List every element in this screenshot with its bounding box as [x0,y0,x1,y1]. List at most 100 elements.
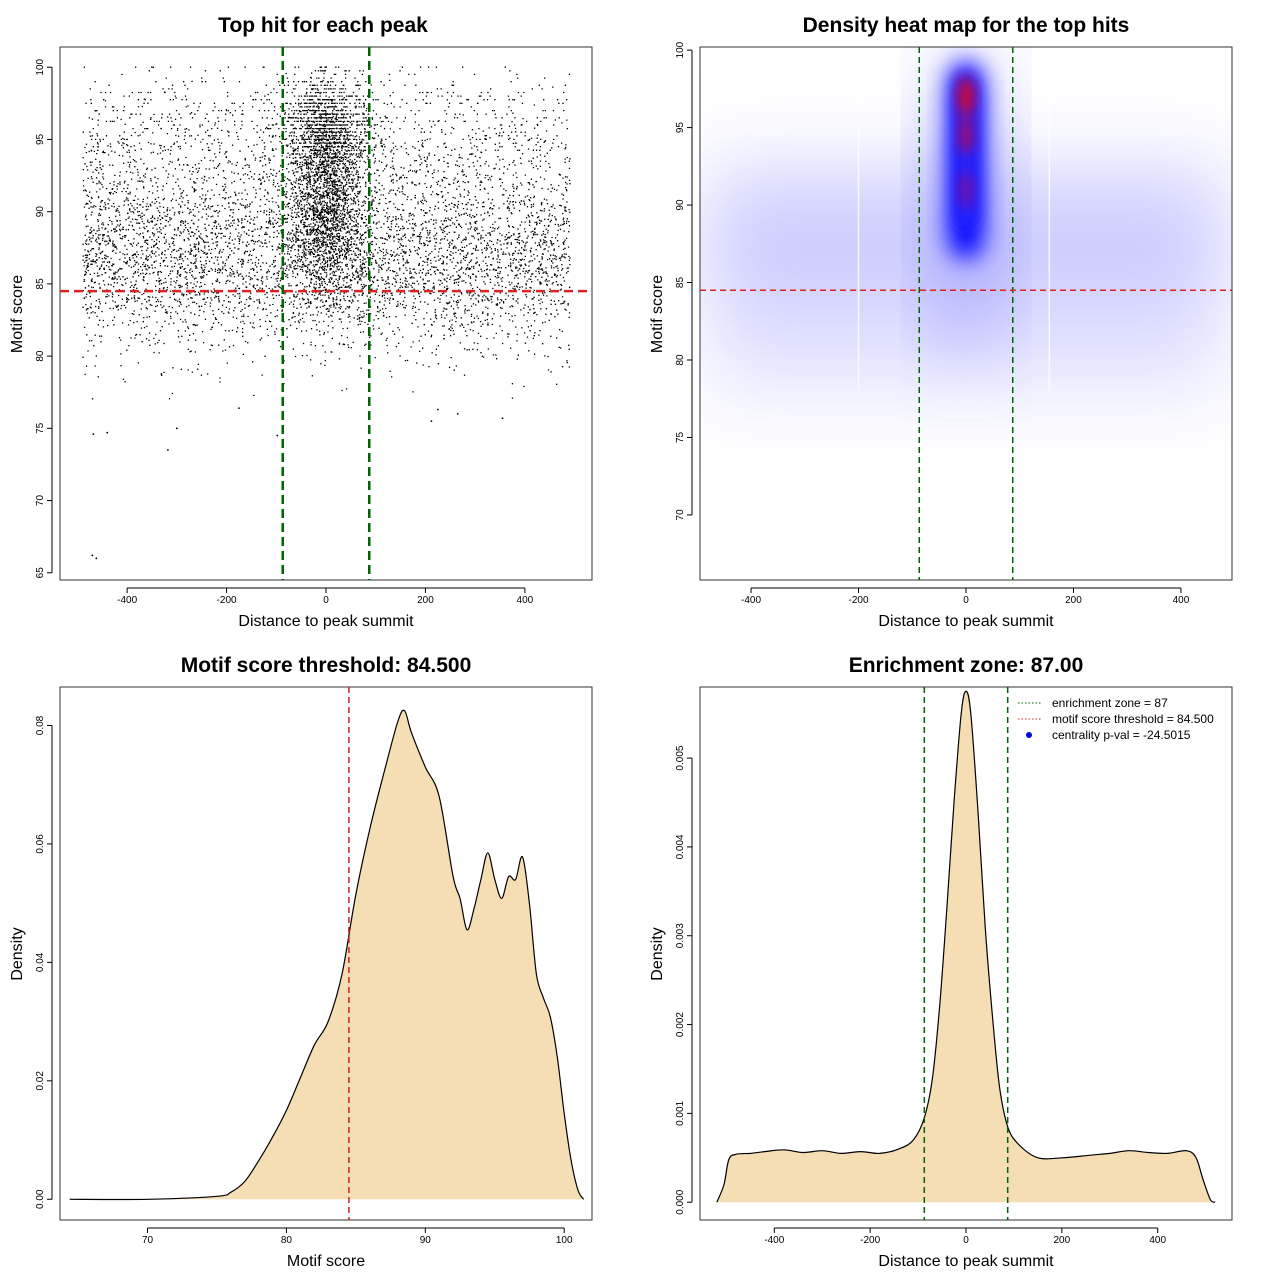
p4-ylabel: Density [649,927,666,980]
density-hotspot [960,170,972,209]
x-tick-label: 80 [281,1235,293,1246]
p3-plot-box [59,686,593,1221]
p2-title: Density heat map for the top hits [803,14,1130,37]
y-tick-label: 0.02 [35,1071,46,1091]
x-tick-label: -200 [217,595,237,606]
x-tick-label: -200 [860,1235,880,1246]
x-tick-label: 0 [963,1235,969,1246]
y-tick-label: 75 [675,431,686,443]
y-tick-label: 95 [675,122,686,134]
y-tick-label: 100 [675,41,686,58]
scatter-points [82,66,571,400]
y-tick-label: 80 [675,354,686,366]
p4-legend: enrichment zone = 87 motif score thresho… [1018,696,1214,742]
legend-pval-label: centrality p-val = -24.5015 [1052,728,1191,742]
y-tick-label: 0.001 [675,1100,686,1125]
outlier-point [175,427,178,430]
y-tick-label: 85 [35,278,46,290]
outlier-point [92,433,95,436]
outlier-point [276,434,279,437]
p1-points [82,66,571,560]
outlier-point [501,417,504,420]
x-tick-label: 400 [1173,595,1190,606]
density-area [716,691,1216,1203]
p1-plot-box [59,46,593,581]
y-tick-label: 0.002 [675,1012,686,1037]
x-tick-label: -400 [117,595,137,606]
y-tick-label: 85 [675,277,686,289]
density-hotspot [958,76,974,117]
outlier-point [106,431,109,434]
y-tick-label: 100 [35,58,46,75]
p1-xlabel: Distance to peak summit [238,613,414,630]
p3-title: Motif score threshold: 84.500 [181,654,472,677]
y-tick-label: 70 [35,495,46,507]
p2-axes: -400 -200 0 200 400 70 75 80 85 90 95 100 [675,41,1190,606]
legend-threshold-label: motif score threshold = 84.500 [1052,712,1214,726]
y-tick-label: 90 [35,206,46,218]
x-tick-label: -400 [741,595,761,606]
outlier-point [456,412,459,415]
x-tick-label: 200 [1054,1235,1071,1246]
density-area [69,710,584,1200]
x-tick-label: 90 [420,1235,432,1246]
outlier-point [436,408,439,411]
p3-ylabel: Density [9,927,26,980]
y-tick-label: 80 [35,350,46,362]
x-tick-label: -400 [764,1235,784,1246]
x-tick-label: 0 [323,595,329,606]
p2-density-field [708,50,1224,391]
outlier-point [91,554,94,557]
p1-ylabel: Motif score [9,275,26,353]
x-tick-label: -200 [849,595,869,606]
x-tick-label: 400 [1149,1235,1166,1246]
heatmap-panel: Density heat map for the top hits -400 -2… [649,14,1233,630]
p4-title: Enrichment zone: 87.00 [849,654,1084,677]
y-tick-label: 0.003 [675,923,686,948]
scatter-panel: Top hit for each peak -400 -200 0 200 400 65 7… [9,14,593,630]
p2-ylabel: Motif score [649,275,666,353]
x-tick-label: 0 [963,595,969,606]
p2-xlabel: Distance to peak summit [878,613,1054,630]
p4-plot-box [699,686,1233,1221]
y-tick-label: 0.000 [675,1189,686,1214]
p3-xlabel: Motif score [287,1253,365,1270]
density-line [69,709,585,1201]
y-tick-label: 75 [35,422,46,434]
x-tick-label: 200 [417,595,434,606]
density-hotspot [959,116,973,154]
y-tick-label: 0.08 [35,715,46,735]
outlier-point [95,557,98,560]
p3-density-curve [69,709,585,1201]
p2-plot-box [699,46,1233,581]
x-tick-label: 200 [1065,595,1082,606]
y-tick-label: 90 [675,199,686,211]
p2-reference-lines [700,47,1232,580]
y-tick-label: 0.004 [675,834,686,859]
p4-axes: -400 -200 0 200 400 0.000 0.001 0.002 0.003 0.004… [675,745,1166,1246]
y-tick-label: 0.04 [35,952,46,972]
score-density-panel: Motif score threshold: 84.500 70 80 90 100 0… [9,654,593,1270]
p1-title: Top hit for each peak [218,14,428,37]
outlier-point [238,407,240,410]
y-tick-label: 95 [35,133,46,145]
p4-xlabel: Distance to peak summit [878,1253,1054,1270]
x-tick-label: 100 [556,1235,573,1246]
p1-reference-lines [60,47,592,580]
y-tick-label: 0.005 [675,745,686,770]
legend-pval-point-icon [1026,732,1032,738]
y-tick-label: 70 [675,509,686,521]
outlier-point [166,449,169,451]
y-tick-label: 0.00 [35,1189,46,1209]
p4-reference-lines [923,687,1009,1220]
distance-density-panel: Enrichment zone: 87.00 -400 -200 0 200 400 0.… [649,654,1233,1270]
p4-density-curve [716,690,1216,1203]
x-tick-label: 400 [517,595,534,606]
y-tick-label: 65 [35,567,46,579]
outlier-point [430,420,433,423]
p3-axes: 70 80 90 100 0.00 0.02 0.04 0.06 0.08 [35,715,573,1246]
legend-zone-label: enrichment zone = 87 [1052,696,1168,710]
density-line [716,690,1216,1203]
p1-axes: -400 -200 0 200 400 65 70 75 80 85 90 95 100 [35,58,534,606]
